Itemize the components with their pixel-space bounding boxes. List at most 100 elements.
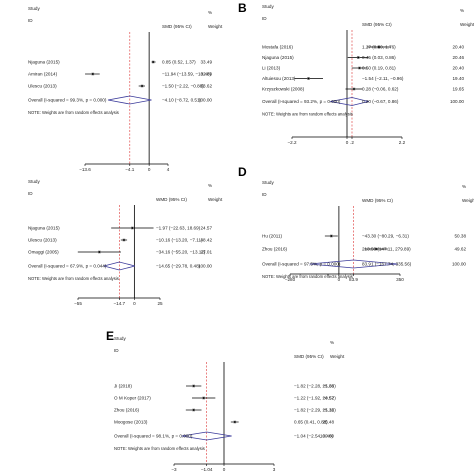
header-study: Study bbox=[114, 336, 126, 341]
x-tick-label: 25 bbox=[157, 301, 163, 306]
study-weight-text: 25.03 bbox=[323, 384, 335, 389]
study-point bbox=[131, 227, 134, 229]
study-label: Omaggi (2005) bbox=[28, 250, 59, 255]
study-ci-text: −1.22 (−1.92, −0.52) bbox=[294, 396, 336, 401]
study-point bbox=[233, 421, 236, 423]
study-label: Amiran (2014) bbox=[28, 72, 58, 77]
header-id: ID bbox=[114, 348, 119, 353]
overall-diamond bbox=[103, 261, 135, 271]
overall-weight-text: 100.00 bbox=[452, 262, 466, 267]
study-label: Li (2013) bbox=[262, 66, 281, 71]
header-percent: % bbox=[462, 184, 466, 189]
study-ci-text: −1.97 (−22.63, 18.69) bbox=[156, 226, 201, 231]
x-tick-label: 0 bbox=[346, 140, 349, 145]
forest-panel-a: Study% ID SMD (95% CI) Weight Njaguna (2015)… bbox=[28, 6, 223, 172]
study-ci-text: −1.82 (−2.28, −1.36) bbox=[294, 384, 336, 389]
overall-ci-text: −1.04 (−2.54, 0.46) bbox=[294, 434, 334, 439]
study-weight-text: 33.62 bbox=[201, 84, 213, 89]
study-weight-text: 32.89 bbox=[201, 72, 213, 77]
overall-ci-text: 0.20 (−0.67, 0.86) bbox=[362, 99, 399, 104]
x-tick-label: −280 bbox=[285, 277, 296, 282]
overall-label: Overall (I-squared = 98.1%, p = 0.000) bbox=[114, 434, 193, 439]
study-ci-text: 213.50 (147.11, 279.89) bbox=[362, 247, 411, 252]
study-label: Njaguna (2015) bbox=[28, 60, 60, 65]
study-ci-text: −34.16 (−55.20, −13.12) bbox=[156, 250, 206, 255]
header-id: ID bbox=[262, 16, 267, 21]
study-ci-text: −1.54 (−2.11, −0.96) bbox=[362, 76, 404, 81]
study-ci-text: −10.16 (−13.20, −7.11) bbox=[156, 238, 203, 243]
panel-letter: B bbox=[238, 1, 247, 15]
study-ci-text: 0.50 (0.19, 0.81) bbox=[362, 66, 396, 71]
overall-ci-text: −4.10 (−8.72, 0.51) bbox=[162, 98, 202, 103]
overall-label: Overall (I-squared = 93.2%, p = 0.000) bbox=[262, 99, 341, 104]
header-percent: % bbox=[460, 8, 464, 13]
study-ci-text: 0.45 (0.03, 0.86) bbox=[362, 55, 396, 60]
study-point bbox=[357, 56, 360, 59]
forest-panel-d: D Study% ID WMD (95% CI) Weight Hu (2011) −43.… bbox=[238, 165, 474, 282]
x-tick-label: 83.9 bbox=[349, 277, 358, 282]
study-weight-text: 25.48 bbox=[323, 420, 335, 425]
study-weight-text: 20.46 bbox=[453, 55, 465, 60]
study-weight-text: 27.01 bbox=[201, 250, 213, 255]
study-point bbox=[307, 77, 310, 80]
study-ci-text: 0.65 (0.41, 0.88) bbox=[294, 420, 328, 425]
study-point bbox=[152, 61, 155, 63]
header-id: ID bbox=[28, 18, 33, 23]
x-tick-label: −3 bbox=[171, 467, 177, 472]
weights-note: NOTE: Weights are from random effects an… bbox=[28, 110, 119, 115]
header-percent: % bbox=[330, 340, 334, 345]
study-point bbox=[202, 397, 205, 399]
x-tick-label: −2.2 bbox=[287, 140, 297, 145]
study-label: Altuiesou (2013) bbox=[262, 76, 296, 81]
study-ci-text: 1.27 (0.80, 1.76) bbox=[362, 45, 396, 50]
header-study: Study bbox=[262, 180, 274, 185]
study-point bbox=[192, 385, 195, 387]
study-label: Njaguna (2015) bbox=[262, 55, 294, 60]
header-weight: Weight bbox=[330, 354, 345, 359]
header-weight: Weight bbox=[462, 198, 474, 203]
study-ci-text: 0.85 (0.52, 1.37) bbox=[162, 60, 196, 65]
overall-diamond bbox=[330, 97, 369, 106]
x-tick-label: 3 bbox=[273, 467, 276, 472]
study-point bbox=[123, 239, 125, 241]
study-point bbox=[358, 67, 361, 69]
header-weight: Weight bbox=[460, 22, 474, 27]
header-study: Study bbox=[28, 6, 40, 11]
x-tick-label: 0 bbox=[133, 301, 136, 306]
header-id: ID bbox=[262, 192, 267, 197]
x-tick-label: −14.7 bbox=[113, 301, 125, 306]
overall-weight-text: 100.00 bbox=[320, 434, 334, 439]
study-label: Moogose (2013) bbox=[114, 420, 148, 425]
weights-note: NOTE: Weights are from random effects an… bbox=[28, 276, 119, 281]
forest-panel-e: E Study% ID SMD (95% CI) Weight Ji (2018) −1.8… bbox=[106, 329, 345, 472]
forest-panel-c: Study% ID WMD (95% CI) Weight Njaguna (2015)… bbox=[28, 179, 223, 306]
study-weight-text: 24.57 bbox=[201, 226, 213, 231]
study-weight-text: 19.40 bbox=[453, 76, 465, 81]
study-weight-text: 50.38 bbox=[455, 234, 467, 239]
study-point bbox=[141, 85, 143, 87]
header-effect: WMD (95% CI) bbox=[156, 197, 187, 202]
header-effect: SMD (95% CI) bbox=[294, 354, 324, 359]
header-id: ID bbox=[28, 191, 33, 196]
header-study: Study bbox=[262, 4, 274, 9]
weights-note: NOTE: Weights are from random effects an… bbox=[262, 274, 353, 279]
header-effect: SMD (95% CI) bbox=[362, 22, 392, 27]
x-tick-label: .2 bbox=[350, 140, 354, 145]
study-label: Mostafa (2016) bbox=[262, 45, 293, 50]
study-weight-text: 20.40 bbox=[453, 45, 465, 50]
weights-note: NOTE: Weights are from random effects an… bbox=[114, 446, 205, 451]
study-weight-text: 48.42 bbox=[201, 238, 213, 243]
study-weight-text: 20.40 bbox=[453, 66, 465, 71]
overall-label: Overall (I-squared = 97.5%, p = 0.000) bbox=[262, 262, 341, 267]
study-weight-text: 33.49 bbox=[201, 60, 213, 65]
overall-diamond bbox=[309, 259, 398, 269]
x-tick-label: −55 bbox=[74, 301, 82, 306]
overall-ci-text: 83.91 (−167.74, 335.56) bbox=[362, 262, 412, 267]
overall-diamond bbox=[181, 431, 232, 441]
study-label: Ji (2018) bbox=[114, 384, 132, 389]
study-point bbox=[330, 235, 333, 237]
study-ci-text: −43.30 (−80.29, −6.31) bbox=[362, 234, 409, 239]
study-ci-text: −1.50 (−2.22, −0.88) bbox=[162, 84, 204, 89]
x-tick-label: 350 bbox=[396, 277, 404, 282]
study-label: Njaguna (2015) bbox=[28, 226, 60, 231]
